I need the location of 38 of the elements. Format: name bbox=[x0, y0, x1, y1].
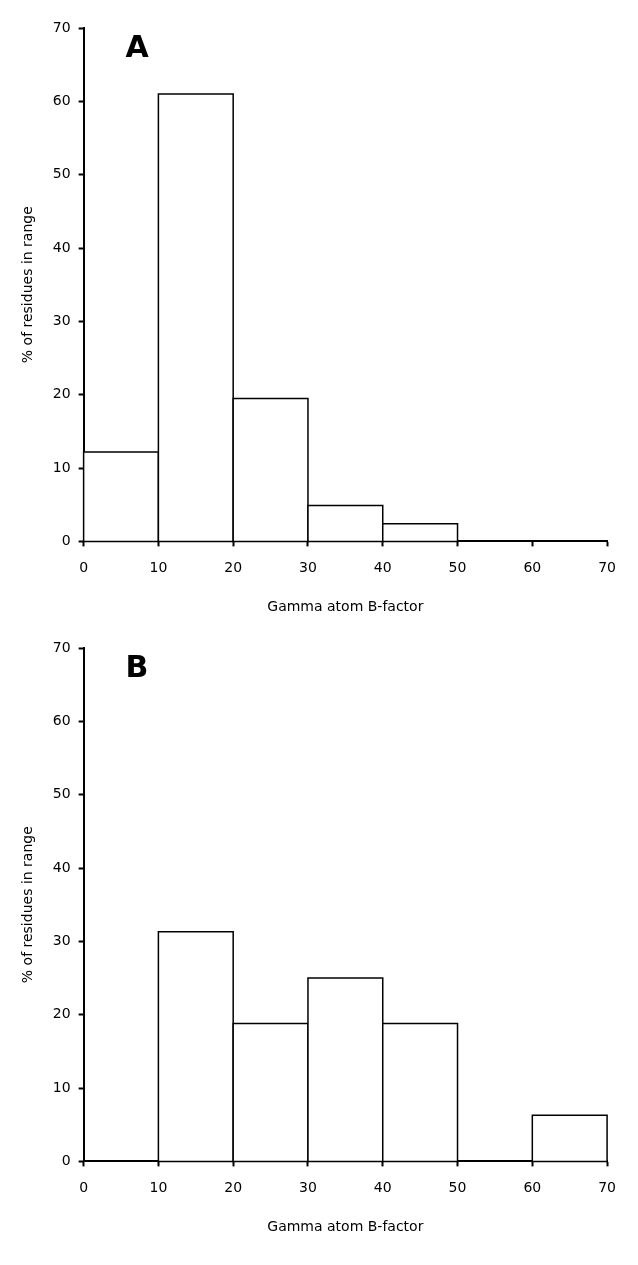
chart-title: A bbox=[125, 28, 150, 64]
y-tick-label: 20 bbox=[52, 1005, 71, 1022]
y-tick-label: 60 bbox=[52, 711, 71, 728]
x-tick-label: 50 bbox=[448, 1179, 467, 1196]
y-axis-title: % of residues in range bbox=[19, 826, 36, 984]
x-tick-label: 60 bbox=[523, 1179, 542, 1196]
y-tick-label: 30 bbox=[52, 932, 71, 949]
y-tick-label: 40 bbox=[52, 238, 71, 255]
y-tick-label: 0 bbox=[61, 532, 71, 549]
x-tick-label: 40 bbox=[373, 1179, 392, 1196]
chart-title: B bbox=[125, 648, 149, 684]
x-tick-label: 70 bbox=[598, 1179, 617, 1196]
y-tick-label: 50 bbox=[52, 165, 71, 182]
x-tick-label: 70 bbox=[598, 559, 617, 576]
x-tick-label: 0 bbox=[79, 1179, 89, 1196]
y-tick-label: 70 bbox=[52, 638, 71, 655]
y-tick-label: 50 bbox=[52, 785, 71, 802]
y-tick-label: 70 bbox=[52, 18, 71, 35]
x-tick-label: 30 bbox=[299, 559, 317, 576]
x-tick-label: 0 bbox=[79, 559, 89, 576]
x-tick-label: 40 bbox=[373, 559, 392, 576]
y-tick-label: 0 bbox=[61, 1152, 71, 1169]
x-tick-label: 10 bbox=[149, 559, 168, 576]
x-tick-label: 60 bbox=[523, 559, 542, 576]
y-tick-label: 40 bbox=[52, 858, 71, 875]
x-tick-label: 20 bbox=[224, 1179, 243, 1196]
y-tick-label: 60 bbox=[52, 91, 71, 108]
x-tick-label: 20 bbox=[224, 559, 243, 576]
y-tick-label: 10 bbox=[52, 1078, 71, 1095]
x-tick-label: 30 bbox=[299, 1179, 317, 1196]
y-axis-title: % of residues in range bbox=[19, 206, 36, 364]
x-axis-title: Gamma atom B-factor bbox=[267, 598, 424, 615]
x-tick-label: 10 bbox=[149, 1179, 168, 1196]
y-tick-label: 20 bbox=[52, 385, 71, 402]
x-axis-title: Gamma atom B-factor bbox=[267, 1218, 424, 1235]
y-tick-label: 30 bbox=[52, 312, 71, 329]
y-tick-label: 10 bbox=[52, 458, 71, 475]
x-tick-label: 50 bbox=[448, 559, 467, 576]
